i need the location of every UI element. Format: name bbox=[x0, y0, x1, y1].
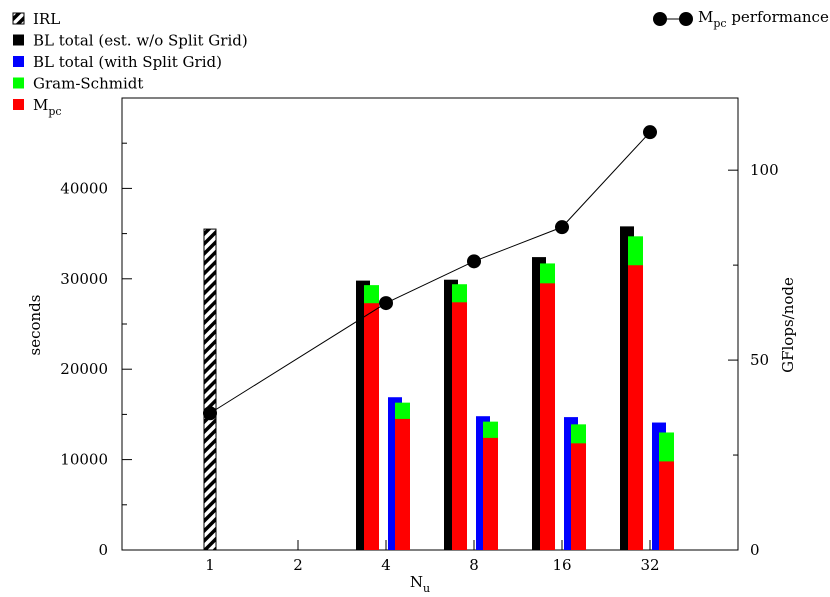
legend-label-sub: pc bbox=[48, 105, 61, 118]
legend: IRL BL total (est. w/o Split Grid) BL tota… bbox=[12, 10, 248, 118]
legend-swatch-irl bbox=[12, 12, 25, 25]
y-tick-label: 30000 bbox=[60, 270, 108, 288]
legend-label-mpc: Mpc bbox=[33, 96, 62, 118]
x-tick-label: 32 bbox=[640, 556, 659, 574]
legend-line-label-main: M bbox=[698, 8, 713, 26]
legend-swatch-bl_est bbox=[13, 34, 24, 46]
axes: 0 10000 20000 30000 40000 0 50 100 1 2 4 8 16 32 bbox=[60, 97, 779, 574]
legend-swatch-bl_split bbox=[13, 56, 24, 67]
legend-line-marker bbox=[653, 12, 667, 26]
performance-point bbox=[467, 254, 481, 269]
x-tick-label: 8 bbox=[469, 556, 479, 574]
legend-line-label: Mpc performance bbox=[698, 8, 829, 30]
performance-point bbox=[203, 406, 217, 421]
y2-axis-label: GFlops/node bbox=[779, 277, 797, 373]
legend-line-marker bbox=[679, 12, 693, 26]
legend-label-bl_split: BL total (with Split Grid) bbox=[33, 53, 222, 71]
x-axis-label-sub: u bbox=[423, 582, 430, 595]
x-tick-label: 16 bbox=[552, 556, 571, 574]
x-tick-label: 2 bbox=[293, 556, 303, 574]
legend-label-main: Gram-Schmidt bbox=[33, 75, 143, 93]
y2-tick-label: 50 bbox=[750, 351, 769, 369]
performance-polyline bbox=[209, 131, 651, 414]
legend-performance: Mpc performance bbox=[653, 8, 829, 30]
performance-line bbox=[203, 125, 657, 421]
legend-line-label-suffix: performance bbox=[727, 8, 829, 26]
bar-mpc-split bbox=[571, 443, 586, 550]
legend-label-main: M bbox=[33, 96, 48, 114]
performance-point bbox=[643, 125, 657, 140]
legend-label-main: BL total (with Split Grid) bbox=[33, 53, 222, 71]
bar-mpc-split bbox=[659, 461, 674, 550]
y-tick-label: 10000 bbox=[60, 451, 108, 469]
x-axis-label: Nu bbox=[410, 573, 430, 595]
bar-mpc-est bbox=[364, 303, 379, 550]
bar-mpc-split bbox=[395, 418, 410, 550]
legend-swatch-gs bbox=[13, 77, 24, 89]
y-tick-label: 40000 bbox=[60, 179, 108, 197]
performance-point bbox=[379, 296, 393, 311]
y-tick-label: 20000 bbox=[60, 360, 108, 378]
performance-point bbox=[555, 220, 569, 235]
x-axis-label-main: N bbox=[410, 573, 423, 591]
legend-label-main: BL total (est. w/o Split Grid) bbox=[33, 32, 248, 50]
legend-swatch-mpc bbox=[13, 99, 24, 110]
legend-label-irl: IRL bbox=[33, 10, 60, 28]
bar-mpc-est bbox=[452, 302, 467, 550]
legend-label-gs: Gram-Schmidt bbox=[33, 75, 143, 93]
legend-line-label-sub: pc bbox=[713, 17, 726, 30]
legend-label-main: IRL bbox=[33, 10, 60, 28]
y-tick-label: 0 bbox=[98, 541, 108, 559]
x-tick-label: 1 bbox=[205, 556, 215, 574]
bar-irl bbox=[203, 228, 217, 551]
bar-mpc-est bbox=[628, 265, 643, 550]
legend-label-bl_est: BL total (est. w/o Split Grid) bbox=[33, 32, 248, 50]
y2-tick-label: 0 bbox=[750, 541, 760, 559]
bar-mpc-est bbox=[540, 283, 555, 550]
bar-mpc-split bbox=[483, 437, 498, 550]
x-tick-label: 4 bbox=[381, 556, 391, 574]
y2-tick-label: 100 bbox=[750, 161, 779, 179]
y-axis-label: seconds bbox=[26, 295, 44, 356]
bars bbox=[203, 226, 674, 551]
